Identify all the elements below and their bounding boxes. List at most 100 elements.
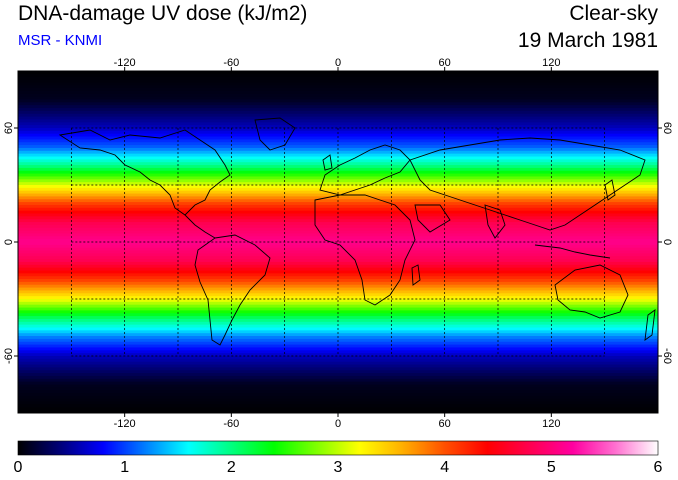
dose-band (18, 176, 658, 180)
dose-band (18, 145, 658, 149)
dose-band (18, 301, 658, 306)
longitude-label-top: -120 (114, 57, 136, 69)
source-label: MSR - KNMI (18, 32, 103, 49)
dose-band (18, 313, 658, 317)
dose-band (18, 333, 658, 337)
dose-band (18, 136, 658, 140)
dose-band (18, 82, 658, 86)
dose-band (18, 410, 658, 413)
dose-band (18, 125, 658, 129)
dose-band (18, 185, 658, 189)
coast-indonesia (534, 244, 611, 259)
dose-band (18, 390, 658, 394)
coast-new-zealand (644, 309, 656, 341)
dose-band (18, 401, 658, 406)
dose-band (18, 113, 658, 118)
coast-japan (604, 179, 616, 201)
dose-band (18, 361, 658, 366)
dose-band (18, 395, 658, 400)
coast-britain (322, 154, 333, 171)
coast-south-america (194, 234, 271, 346)
dose-band (18, 76, 658, 81)
colorbar-tick-label: 3 (333, 459, 343, 476)
longitude-label-top: 60 (439, 57, 451, 69)
dose-band (18, 387, 658, 391)
coast-africa (314, 194, 416, 306)
dose-band (18, 222, 658, 226)
dose-band (18, 122, 658, 126)
dose-band (18, 116, 658, 121)
dose-band (18, 156, 658, 160)
dose-band (18, 110, 658, 115)
coast-madagascar (411, 264, 421, 286)
dose-band (18, 133, 658, 138)
dose-band (18, 173, 658, 178)
dose-band (18, 375, 658, 380)
dose-band (18, 244, 658, 249)
coast-central-america (184, 214, 216, 239)
dose-band (18, 370, 658, 374)
dose-band (18, 381, 658, 386)
dose-band (18, 398, 658, 403)
longitude-label-bottom: -120 (114, 418, 136, 430)
dose-band (18, 216, 658, 220)
coast-arabia (414, 204, 451, 233)
dose-band (18, 261, 658, 266)
dose-band (18, 73, 658, 78)
coast-australia (554, 264, 629, 319)
dose-band (18, 404, 658, 408)
dose-band (18, 204, 658, 209)
dose-band (18, 93, 658, 98)
dose-band (18, 224, 658, 229)
dose-band (18, 119, 658, 123)
longitude-label-bottom: 60 (439, 418, 451, 430)
dose-band (18, 196, 658, 200)
dose-band (18, 105, 658, 109)
sky-condition-label: Clear-sky (569, 2, 658, 25)
colorbar-tick-label: 6 (653, 459, 663, 476)
dose-field (18, 71, 658, 413)
dose-band (18, 341, 658, 346)
dose-band (18, 102, 658, 106)
dose-band (18, 85, 658, 89)
dose-band (18, 281, 658, 286)
dose-band (18, 182, 658, 186)
dose-band (18, 153, 658, 158)
colorbar-tick-label: 1 (120, 459, 130, 476)
dose-band (18, 142, 658, 146)
dose-band (18, 358, 658, 363)
dose-band (18, 233, 658, 237)
latitude-label-right: 0 (661, 239, 673, 245)
date-label: 19 March 1981 (517, 29, 658, 52)
dose-band (18, 384, 658, 388)
longitude-label-top: 0 (335, 57, 341, 69)
dose-band (18, 108, 658, 112)
dose-band (18, 213, 658, 217)
dose-band (18, 353, 658, 357)
dose-band (18, 364, 658, 368)
latitude-label-left: 0 (3, 239, 15, 245)
dose-band (18, 99, 658, 103)
colorbar-tick-label: 0 (13, 459, 23, 476)
longitude-label-bottom: 0 (335, 418, 341, 430)
dose-band (18, 367, 658, 371)
graticule (70, 127, 606, 357)
colorbar-tick-label: 4 (440, 459, 450, 476)
latitude-label-right: 60 (661, 122, 673, 134)
latitude-label-left: -60 (3, 348, 15, 364)
colorbar-tick-label: 5 (546, 459, 556, 476)
dose-band (18, 344, 658, 349)
dose-band (18, 79, 658, 83)
dose-band (18, 273, 658, 277)
dose-band (18, 378, 658, 383)
dose-band (18, 236, 658, 240)
colorbar (17, 440, 659, 456)
longitude-label-bottom: -60 (223, 418, 239, 430)
latitude-label-right: -60 (661, 348, 673, 364)
coast-europe (319, 144, 411, 196)
coast-india (484, 204, 506, 239)
dose-band (18, 393, 658, 397)
dose-band (18, 373, 658, 377)
dose-band (18, 242, 658, 246)
dose-band (18, 162, 658, 166)
